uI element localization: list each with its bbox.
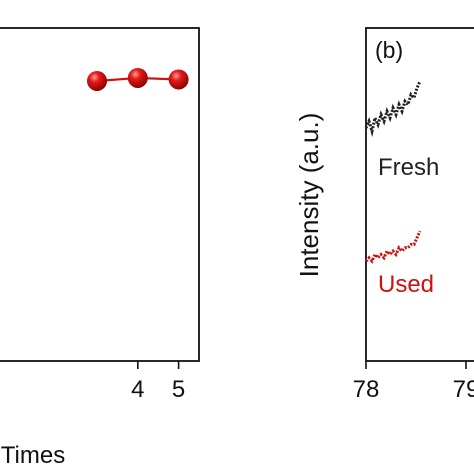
left-x-axis-label: Times [1,442,65,469]
right-x-tick-label: 78 [353,376,380,403]
left-x-tick-label: 4 [131,376,144,403]
left-data-point [168,69,189,90]
left-x-tick-label: 5 [172,376,185,403]
right-x-ticks: 78 79 [353,361,474,403]
series-label-fresh: Fresh [378,154,439,181]
left-data-point [127,67,148,88]
left-plot-frame [0,27,200,362]
panel-label: (b) [375,37,403,63]
right-series: Fresh Used [364,80,439,298]
right-chart-panel: (b) Intensity (a.u.) Fresh Used 78 79 [294,27,474,403]
spectrum-line-fresh [364,80,422,138]
left-data-point [87,70,107,91]
right-y-axis-label: Intensity (a.u.) [294,113,324,278]
right-plot-frame [365,27,474,362]
spectrum-line-used [364,230,422,264]
left-series [87,67,189,91]
right-x-tick-label: 79 [453,376,474,403]
series-label-used: Used [378,271,434,298]
